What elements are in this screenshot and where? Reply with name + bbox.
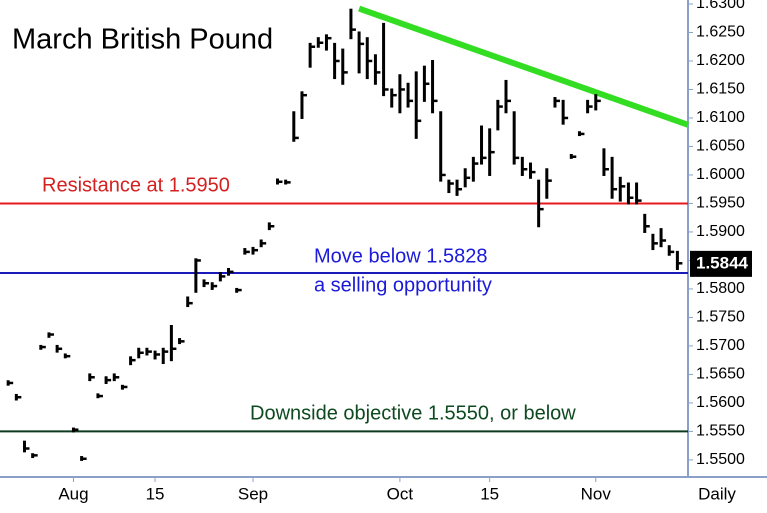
- x-tick-label: Nov: [581, 484, 612, 503]
- y-tick-label: 1.5500: [696, 451, 745, 468]
- y-tick-label: 1.6050: [696, 138, 745, 155]
- x-tick-label: 15: [146, 484, 165, 503]
- y-tick-label: 1.6250: [696, 24, 745, 41]
- x-tick-label: Oct: [387, 484, 414, 503]
- last-price-box: [690, 250, 752, 277]
- y-tick-label: 1.5900: [696, 223, 745, 240]
- level-label: Move below 1.5828: [314, 245, 487, 267]
- last-price-label: 1.5844: [696, 253, 749, 272]
- trendline: [358, 5, 689, 128]
- x-tick-label: Aug: [58, 484, 88, 503]
- level-label: Resistance at 1.5950: [42, 175, 230, 197]
- y-tick-label: 1.6300: [696, 0, 745, 12]
- y-tick-label: 1.5600: [696, 394, 745, 411]
- level-label: a selling opportunity: [314, 274, 492, 296]
- y-tick-label: 1.6150: [696, 81, 745, 98]
- y-tick-label: 1.5950: [696, 195, 745, 212]
- y-tick-label: 1.5550: [696, 423, 745, 440]
- y-tick-label: 1.6200: [696, 52, 745, 69]
- y-tick-label: 1.6100: [696, 109, 745, 126]
- x-tick-label: Sep: [238, 484, 268, 503]
- x-tick-label: 15: [480, 484, 499, 503]
- level-label: Downside objective 1.5550, or below: [250, 403, 576, 425]
- chart-title: March British Pound: [12, 24, 273, 56]
- y-tick-label: 1.5800: [696, 280, 745, 297]
- y-tick-label: 1.6000: [696, 166, 745, 183]
- y-tick-label: 1.5650: [696, 366, 745, 383]
- y-tick-label: 1.5750: [696, 309, 745, 326]
- y-tick-label: 1.5700: [696, 337, 745, 354]
- x-axis-label: Daily: [698, 484, 736, 503]
